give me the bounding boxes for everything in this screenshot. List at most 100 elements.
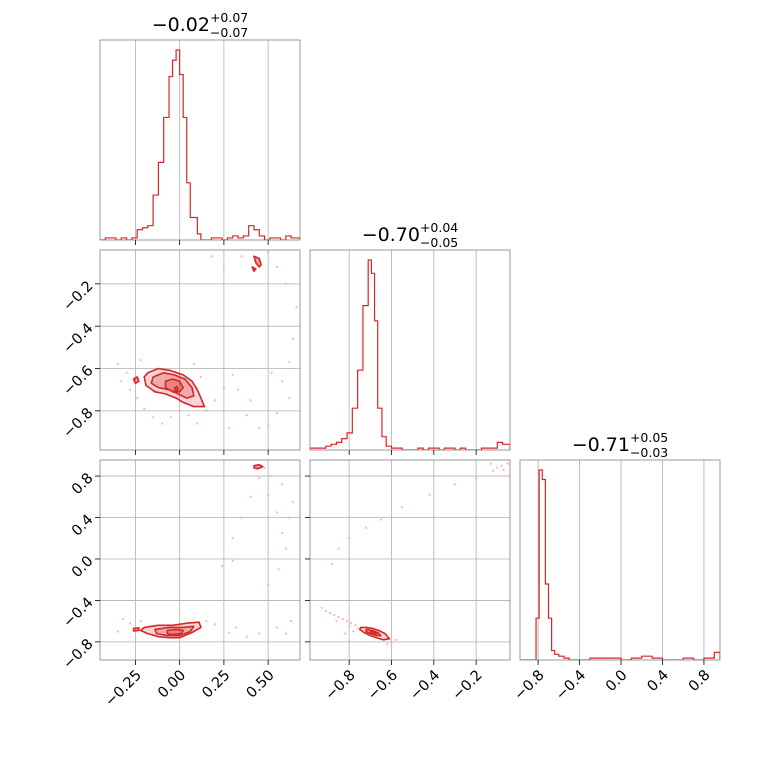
x-tick-label: −0.4 xyxy=(407,667,443,703)
title-minus-error: −0.05 xyxy=(420,235,458,250)
scatter-point xyxy=(249,399,252,402)
x-tick-label: 0.25 xyxy=(199,667,233,701)
axes-frame-0-0 xyxy=(99,39,301,241)
scatter-point xyxy=(288,361,291,364)
scatter-point xyxy=(267,251,270,254)
x-tick-label: −0.8 xyxy=(512,667,548,703)
scatter-point xyxy=(356,627,359,630)
scatter-point xyxy=(151,416,155,419)
scatter-point xyxy=(284,282,287,285)
scatter-point xyxy=(331,563,334,566)
scatter-point xyxy=(379,518,382,521)
scatter-point xyxy=(139,620,142,623)
title-median: −0.70 xyxy=(362,224,420,246)
scatter-point xyxy=(491,469,495,472)
scatter-point xyxy=(337,615,340,619)
scatter-point xyxy=(348,625,351,628)
scatter-point xyxy=(333,613,336,617)
scatter-point xyxy=(192,363,195,366)
axes-frame-1-0 xyxy=(99,249,301,451)
title-median: −0.71 xyxy=(572,434,630,456)
x-tick-label: −0.2 xyxy=(450,667,486,703)
y-tick-label: 0.0 xyxy=(69,553,97,581)
titles-layer: −0.02+0.07 −0.07 −0.70+0.04 −0.05 −0.71+0.05… xyxy=(152,10,669,460)
axes-frame-2-1 xyxy=(309,459,511,661)
scatter-point xyxy=(275,626,279,629)
contour-level xyxy=(369,630,378,635)
x-tick-label: 0.4 xyxy=(644,667,672,695)
scatter-point xyxy=(506,462,509,465)
scatter-point xyxy=(489,462,493,465)
scatter-point xyxy=(231,537,234,540)
scatter-point xyxy=(352,630,355,633)
scatter-point xyxy=(341,617,344,621)
scatter-point xyxy=(210,255,213,258)
scatter-point xyxy=(267,493,270,496)
scatter-point xyxy=(231,559,234,563)
histogram-param-1 xyxy=(100,49,300,240)
scatter-point xyxy=(500,464,503,467)
scatter-point xyxy=(291,500,295,504)
x-tick-label: 0.50 xyxy=(244,667,278,701)
scatter-point xyxy=(496,466,499,469)
scatter-point xyxy=(267,424,270,427)
data-layer xyxy=(100,49,720,660)
x-tick-label: −0.25 xyxy=(102,667,145,710)
scatter-point xyxy=(120,380,123,383)
scatter-point xyxy=(364,526,368,529)
scatter-point xyxy=(284,547,287,550)
scatter-point xyxy=(324,609,327,612)
title-median: −0.02 xyxy=(152,14,210,36)
scatter-point xyxy=(400,506,404,509)
scatter-point xyxy=(240,516,243,519)
scatter-point xyxy=(348,537,351,540)
scatter-point xyxy=(343,632,347,635)
scatter-point xyxy=(288,516,291,519)
scatter-point xyxy=(136,397,139,400)
x-tick-label: 0.00 xyxy=(155,667,189,701)
scatter-point xyxy=(205,409,208,412)
y-tick-label: −0.6 xyxy=(60,363,96,399)
scatter-point xyxy=(205,620,208,623)
x-tick-label: 0.0 xyxy=(603,667,631,695)
scatter-point xyxy=(116,630,119,633)
title-minus-error: −0.07 xyxy=(210,25,248,40)
scatter-point xyxy=(337,547,340,550)
scatter-point xyxy=(263,466,266,469)
scatter-point xyxy=(222,265,225,269)
scatter-point xyxy=(196,422,199,425)
scatter-point xyxy=(275,265,279,269)
scatter-point xyxy=(249,495,252,498)
scatter-point xyxy=(245,413,249,417)
title-minus-error: −0.03 xyxy=(630,445,668,460)
y-tick-label: 0.4 xyxy=(69,512,97,540)
scatter-point xyxy=(394,638,397,641)
x-tick-label: −0.8 xyxy=(323,667,359,703)
scatter-point xyxy=(258,632,261,635)
contour-level xyxy=(253,255,262,268)
contour-level xyxy=(253,463,264,470)
title-plus-error: +0.07 xyxy=(210,10,248,25)
scatter-point xyxy=(354,624,357,627)
scatter-point xyxy=(428,493,431,496)
scatter-point xyxy=(345,620,349,623)
scatter-point xyxy=(128,622,132,625)
scatter-point xyxy=(277,568,280,571)
scatter-point xyxy=(139,358,142,362)
scatter-point xyxy=(320,606,323,609)
scatter-point xyxy=(222,386,225,389)
scatter-point xyxy=(281,531,284,535)
scatter-point xyxy=(240,255,243,258)
scatter-point xyxy=(291,337,295,340)
title-plus-error: +0.05 xyxy=(630,430,668,445)
scatter-point xyxy=(267,583,270,586)
contour-level xyxy=(173,385,179,392)
scatter-point xyxy=(213,399,217,402)
title-param-2: −0.70+0.04 −0.05 xyxy=(362,220,459,250)
scatter-point xyxy=(350,622,353,625)
contour-level xyxy=(132,376,140,385)
contour-level xyxy=(154,625,195,637)
scatter-point xyxy=(143,407,146,410)
title-plus-error: +0.04 xyxy=(420,220,458,235)
